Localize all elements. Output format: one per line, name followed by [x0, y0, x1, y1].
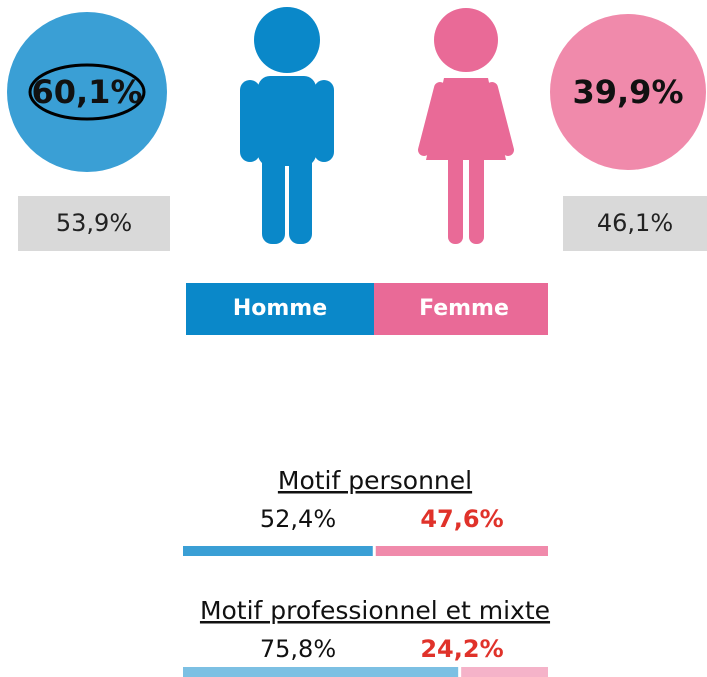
motif-value: 75,8% [260, 635, 336, 663]
motif-bar-men [183, 667, 459, 677]
women-circle [550, 14, 706, 170]
legend-label: Femme [419, 296, 509, 321]
women-box-label: 46,1% [597, 209, 673, 237]
motif-value: 52,4% [260, 505, 336, 533]
motif-bar-women [375, 546, 548, 556]
motif-value: 24,2% [420, 635, 503, 663]
woman-icon [418, 8, 514, 244]
women-box [563, 196, 707, 251]
highlight-ellipse [28, 63, 146, 121]
legend-femme [374, 283, 548, 335]
motif-title: Motif professionnel et mixte [200, 596, 550, 625]
motif-bar-women [461, 667, 548, 677]
women-circle-label: 39,9% [572, 73, 683, 111]
legend-homme [186, 283, 374, 335]
men-circle [7, 12, 167, 172]
legend-label: Homme [233, 296, 327, 321]
men-circle-label: 60,1% [31, 73, 142, 111]
men-box [18, 196, 170, 251]
motif-value: 47,6% [420, 505, 503, 533]
motif-bar-men [183, 546, 373, 556]
men-box-label: 53,9% [56, 209, 132, 237]
man-icon [240, 7, 334, 244]
motif-title: Motif personnel [278, 466, 472, 495]
